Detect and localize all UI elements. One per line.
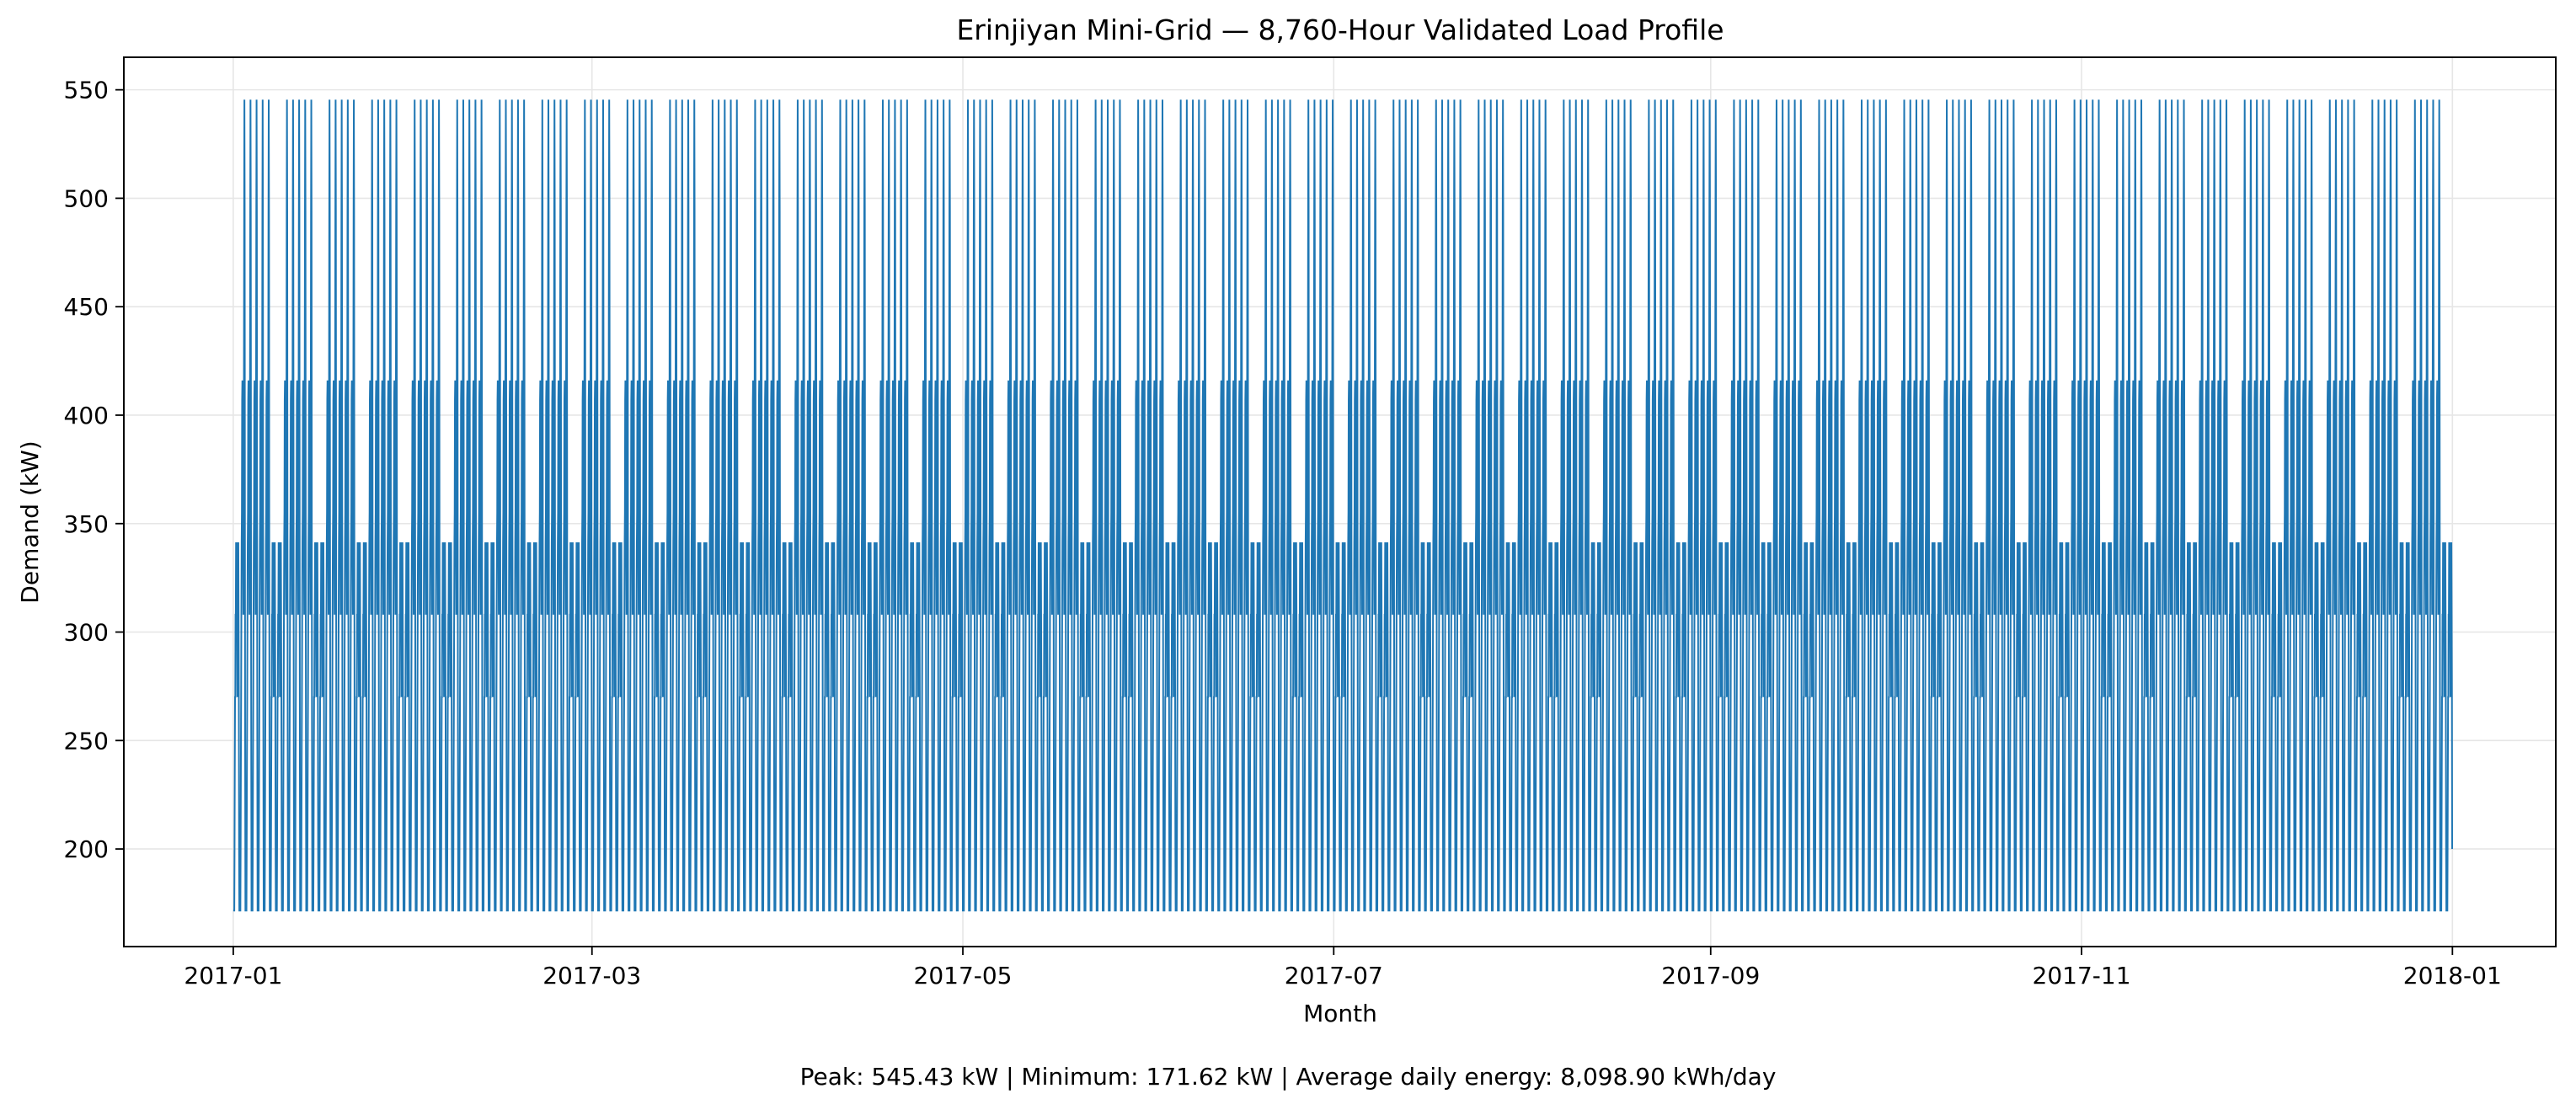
x-axis-label: Month xyxy=(1303,1000,1377,1027)
y-tick-label: 300 xyxy=(64,619,109,647)
y-tick-label: 400 xyxy=(64,402,109,429)
x-tick-label: 2018-01 xyxy=(2403,962,2502,990)
demand-series-line xyxy=(232,99,2453,912)
y-tick-label: 450 xyxy=(64,293,109,321)
plot-frame xyxy=(123,56,2557,947)
x-tick-label: 2017-07 xyxy=(1285,962,1383,990)
y-tick-label: 350 xyxy=(64,510,109,538)
chart-title: Erinjiyan Mini-Grid — 8,760-Hour Validat… xyxy=(956,13,1724,46)
x-tick-label: 2017-03 xyxy=(542,962,641,990)
x-tick-label: 2017-05 xyxy=(914,962,1013,990)
axes: 200 250 300 350 400 450 500 550 2017-01 2017-03 20… xyxy=(64,56,2557,990)
x-tick-label: 2017-01 xyxy=(184,962,282,990)
x-tick-label: 2017-11 xyxy=(2033,962,2131,990)
x-tick-label: 2017-09 xyxy=(1661,962,1760,990)
y-axis-label: Demand (kW) xyxy=(16,440,44,603)
y-tick-label: 200 xyxy=(64,835,109,863)
y-tick-label: 550 xyxy=(64,77,109,104)
series-demand xyxy=(232,99,2453,912)
y-tick-label: 250 xyxy=(64,727,109,755)
summary-note: Peak: 545.43 kW | Minimum: 171.62 kW | A… xyxy=(799,1063,1777,1091)
y-tick-label: 500 xyxy=(64,184,109,212)
